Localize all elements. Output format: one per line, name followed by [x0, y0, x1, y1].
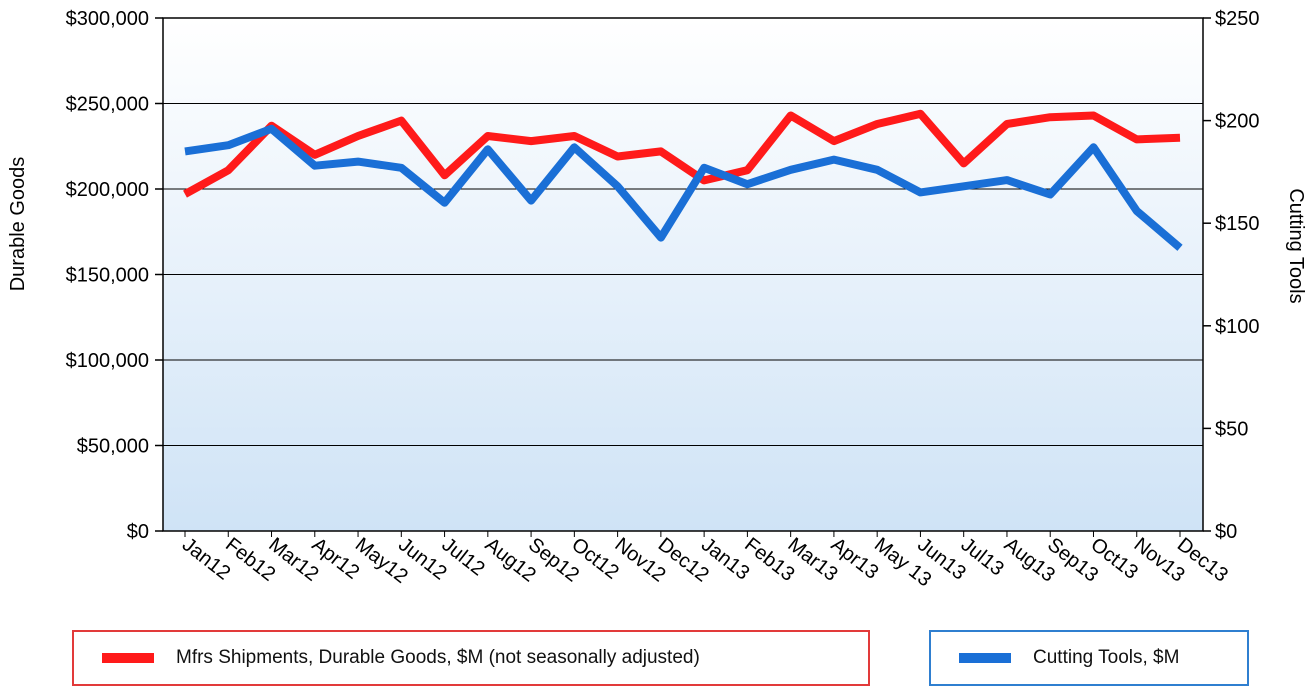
- legend-item-cutting-tools: Cutting Tools, $M: [929, 630, 1249, 686]
- legend-label-cutting-tools: Cutting Tools, $M: [1033, 647, 1180, 668]
- y-tick-label-left: $200,000: [66, 179, 149, 201]
- legend-swatch-blue: [959, 653, 1011, 663]
- y-tick-label-right: $100: [1215, 316, 1260, 338]
- y-tick-label-left: $250,000: [66, 94, 149, 116]
- y-tick-label-left: $100,000: [66, 350, 149, 372]
- y-tick-label-right: $200: [1215, 111, 1260, 133]
- y-tick-label-left: $0: [127, 521, 149, 543]
- x-tick-label: Jan12: [178, 534, 234, 585]
- y-tick-label-right: $50: [1215, 418, 1248, 440]
- line-chart: $0 $50,000 $100,000 $150,000 $200,000 $250,00…: [7, 8, 1307, 591]
- y-axis-label-right: Cutting Tools: [1285, 188, 1307, 303]
- y-tick-label-right: $250: [1215, 8, 1260, 30]
- y-tick-label-left: $300,000: [66, 8, 149, 30]
- legend-item-durable-goods: Mfrs Shipments, Durable Goods, $M (not s…: [72, 630, 870, 686]
- y-tick-label-left: $150,000: [66, 265, 149, 287]
- series-line-cutting-tools: [184, 124, 1183, 251]
- legend-swatch-red: [102, 653, 154, 663]
- legend-label-durable-goods: Mfrs Shipments, Durable Goods, $M (not s…: [176, 647, 700, 668]
- y-axis-label-left: Durable Goods: [7, 157, 29, 292]
- y-tick-label-right: $150: [1215, 213, 1260, 235]
- y-tick-label-right: $0: [1215, 521, 1237, 543]
- series-line-durable-goods: [183, 109, 1181, 198]
- y-tick-label-left: $50,000: [77, 436, 149, 458]
